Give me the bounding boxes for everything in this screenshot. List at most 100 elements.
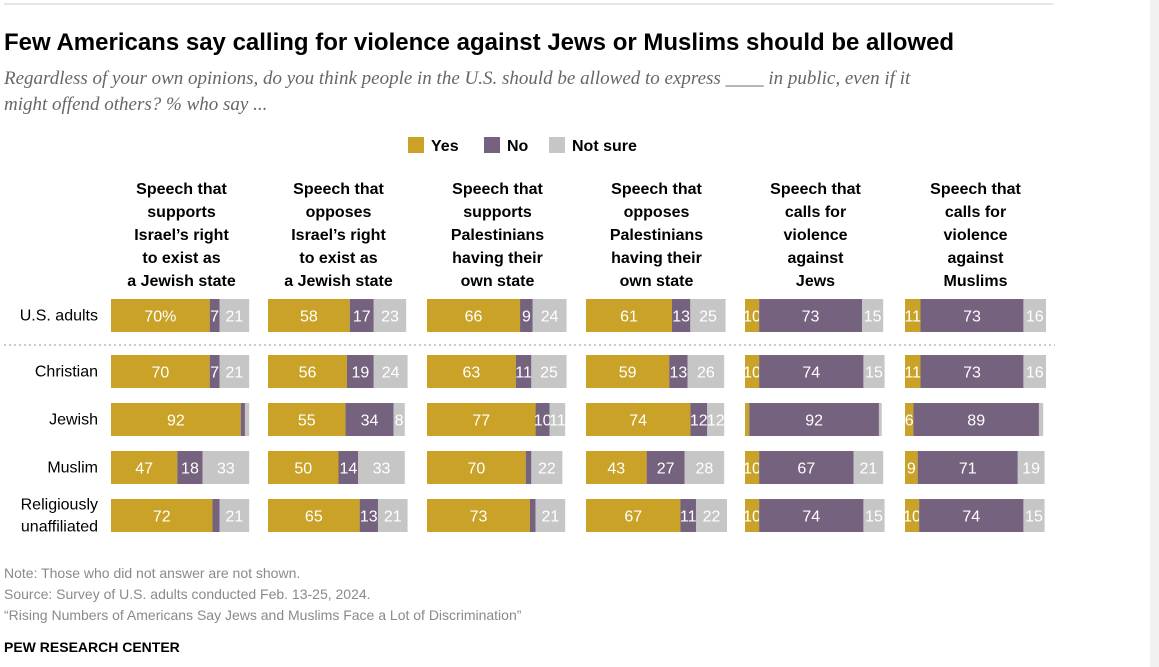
- value-label-not-sure-row1-col3: 24: [541, 309, 559, 326]
- bar-not-sure-row1-col6: [1023, 299, 1046, 332]
- bar-yes-row2-col6: [905, 355, 921, 388]
- bar-no-row4-col1: [177, 451, 203, 484]
- bar-yes-row5-col4: [586, 499, 681, 532]
- value-label-no-row5-col6: 74: [962, 509, 980, 526]
- bar-yes-row1-col3: [427, 299, 521, 332]
- bar-yes-row3-col1: [111, 403, 241, 436]
- value-label-no-row4-col4: 27: [657, 461, 675, 478]
- bar-no-row3-col5: [749, 403, 879, 436]
- legend-swatch-yes: [408, 137, 424, 153]
- bar-yes-row2-col1: [111, 355, 210, 388]
- bar-no-row4-col6: [917, 451, 1018, 484]
- column-header-6-line-1: Speech that: [930, 181, 1021, 198]
- bar-no-row5-col2: [359, 499, 378, 532]
- value-label-not-sure-row5-col3: 21: [541, 509, 559, 526]
- column-header-2-line-1: Speech that: [293, 181, 384, 198]
- bar-no-row1-col3: [520, 299, 533, 332]
- value-label-yes-row4-col6: 9: [907, 461, 916, 478]
- bar-not-sure-row4-col2: [358, 451, 405, 484]
- bar-yes-row3-col2: [268, 403, 346, 436]
- row-labels: U.S. adults Christian Jewish Muslim Religiou…: [20, 308, 98, 536]
- value-label-no-row4-col5: 67: [797, 461, 815, 478]
- bar-not-sure-row3-col1: [244, 403, 250, 436]
- value-label-no-row5-col5: 74: [802, 509, 820, 526]
- column-header-1-line-3: Israel’s right: [134, 227, 229, 244]
- value-label-yes-row2-col6: 11: [904, 365, 921, 382]
- bar-yes-row4-col4: [586, 451, 647, 484]
- bar-not-sure-row3-col3: [549, 403, 566, 436]
- value-label-no-row2-col3: 11: [515, 365, 532, 382]
- column-header-1-line-2: supports: [147, 204, 216, 221]
- value-label-yes-row3-col2: 55: [298, 413, 316, 430]
- value-label-not-sure-row2-col4: 26: [697, 365, 715, 382]
- column-header-4-line-1: Speech that: [611, 181, 702, 198]
- row-label-5-line-1: Religiously: [21, 497, 98, 514]
- value-label-yes-row5-col4: 67: [624, 509, 642, 526]
- column-header-5-line-4: against: [787, 250, 844, 267]
- column-header-5-line-1: Speech that: [770, 181, 861, 198]
- column-header-4-line-3: Palestinians: [610, 227, 703, 244]
- bar-not-sure-row2-col2: [373, 355, 408, 388]
- bar-no-row3-col1: [240, 403, 245, 436]
- bar-no-row3-col4: [690, 403, 708, 436]
- bar-not-sure-row5-col2: [377, 499, 408, 532]
- bar-no-row1-col5: [759, 299, 863, 332]
- column-header-5-line-5: Jews: [796, 273, 835, 290]
- value-label-no-row5-col2: 13: [360, 509, 378, 526]
- value-label-not-sure-row5-col6: 15: [1025, 509, 1043, 526]
- right-scrollbar-track[interactable]: [1150, 0, 1159, 667]
- value-label-not-sure-row4-col1: 33: [217, 461, 235, 478]
- value-label-no-row4-col1: 18: [181, 461, 199, 478]
- column-header-4-line-2: opposes: [624, 204, 690, 221]
- value-label-yes-row5-col5: 10: [743, 509, 761, 526]
- value-label-yes-row3-col4: 74: [629, 413, 647, 430]
- value-label-yes-row5-col1: 72: [153, 509, 171, 526]
- bar-yes-row2-col4: [586, 355, 670, 388]
- bar-yes-row1-col1: [111, 299, 210, 332]
- column-header-2-line-5: a Jewish state: [284, 273, 393, 290]
- row-label-4-line-1: Muslim: [47, 460, 98, 477]
- bar-no-row1-col4: [672, 299, 691, 332]
- value-label-yes-row5-col2: 65: [305, 509, 323, 526]
- bar-not-sure-row3-col5: [878, 403, 882, 436]
- bar-not-sure-row1-col3: [532, 299, 567, 332]
- bar-no-row4-col4: [646, 451, 685, 484]
- value-label-not-sure-row1-col1: 21: [225, 309, 243, 326]
- column-header-2-line-2: opposes: [306, 204, 372, 221]
- bar-no-row5-col3: [529, 499, 536, 532]
- bar-yes-row4-col2: [268, 451, 339, 484]
- column-header-4-line-4: having their: [611, 250, 702, 267]
- source-text: Source: Survey of U.S. adults conducted …: [4, 586, 371, 602]
- value-label-not-sure-row4-col5: 21: [859, 461, 877, 478]
- row-label-2-line-1: Christian: [35, 364, 98, 381]
- legend-swatch-no: [484, 137, 500, 153]
- bar-no-row5-col6: [919, 499, 1024, 532]
- bar-not-sure-row5-col4: [695, 499, 727, 532]
- bar-yes-row2-col3: [427, 355, 516, 388]
- value-label-no-row1-col2: 17: [353, 309, 371, 326]
- value-label-no-row3-col4: 12: [690, 413, 708, 430]
- value-label-yes-row3-col6: 6: [905, 413, 914, 430]
- bar-not-sure-row2-col3: [531, 355, 567, 388]
- bar-yes-row5-col2: [268, 499, 360, 532]
- value-label-yes-row2-col2: 56: [299, 365, 317, 382]
- value-label-yes-row2-col5: 10: [743, 365, 761, 382]
- value-label-no-row1-col3: 9: [522, 309, 531, 326]
- value-label-yes-row2-col1: 70: [151, 365, 169, 382]
- bar-no-row3-col3: [535, 403, 550, 436]
- value-label-yes-row1-col4: 61: [620, 309, 638, 326]
- value-label-yes-row5-col3: 73: [470, 509, 488, 526]
- column-header-4-line-5: own state: [620, 273, 694, 290]
- value-label-not-sure-row1-col6: 16: [1026, 309, 1044, 326]
- column-header-2-line-4: to exist as: [299, 250, 377, 267]
- value-label-not-sure-row3-col2: 8: [395, 413, 404, 430]
- column-header-2-line-3: Israel’s right: [291, 227, 386, 244]
- bar-not-sure-row3-col2: [393, 403, 405, 436]
- bar-yes-row4-col6: [905, 451, 918, 484]
- chart-subtitle-line-1: Regardless of your own opinions, do you …: [3, 68, 911, 89]
- value-label-no-row3-col6: 89: [967, 413, 985, 430]
- bar-no-row1-col2: [349, 299, 374, 332]
- bar-yes-row3-col4: [586, 403, 691, 436]
- report-title-text: “Rising Numbers of Americans Say Jews an…: [4, 607, 522, 623]
- column-header-1-line-1: Speech that: [136, 181, 227, 198]
